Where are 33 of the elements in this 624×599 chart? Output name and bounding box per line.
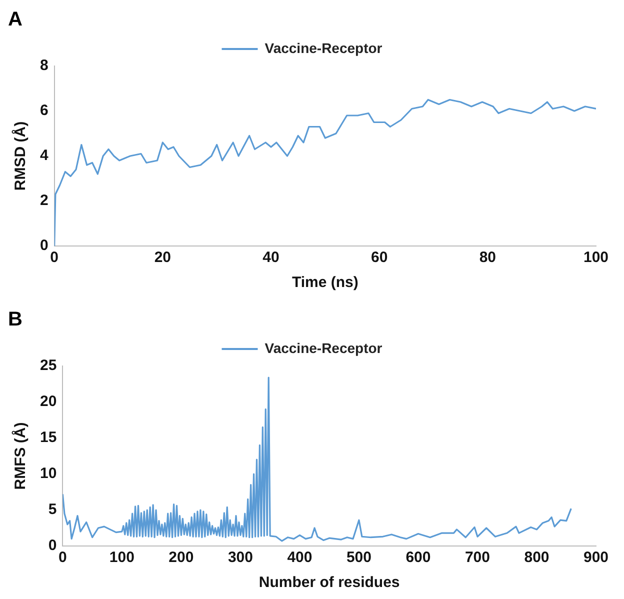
- y-tick-label: 2: [40, 192, 48, 210]
- y-tick-label: 6: [40, 102, 48, 120]
- y-tick-label: 8: [40, 57, 48, 74]
- x-tick-label: 100: [109, 549, 134, 566]
- x-axis-title: Number of residues: [258, 574, 400, 592]
- y-axis-title: RMSD (Å): [11, 121, 30, 191]
- chart-title: B: [8, 308, 22, 331]
- y-tick-label: 0: [40, 237, 48, 254]
- x-tick-label: 400: [287, 549, 312, 566]
- legend-label: Vaccine-Receptor: [264, 340, 383, 356]
- y-tick-label: 0: [48, 537, 57, 554]
- x-tick-label: 500: [346, 549, 372, 566]
- y-tick-label: 5: [48, 501, 57, 518]
- x-tick-label: 40: [262, 249, 280, 266]
- x-axis-title: Time (ns): [292, 274, 358, 292]
- x-tick-label: 800: [524, 549, 550, 566]
- x-tick-label: 900: [583, 549, 609, 566]
- y-tick-label: 20: [40, 393, 57, 410]
- x-tick-label: 300: [228, 549, 253, 566]
- x-tick-label: 600: [406, 549, 431, 566]
- x-tick-label: 80: [479, 249, 496, 266]
- x-tick-label: 700: [464, 549, 490, 566]
- chart-title: A: [8, 8, 22, 31]
- x-tick-label: 60: [370, 249, 388, 266]
- y-tick-label: 25: [40, 357, 57, 374]
- y-tick-label: 10: [40, 465, 57, 482]
- y-axis-title: RMFS (Å): [11, 422, 30, 490]
- x-tick-label: 20: [154, 249, 172, 266]
- x-tick-label: 100: [583, 249, 609, 266]
- y-tick-label: 15: [40, 429, 57, 446]
- y-tick-label: 4: [40, 147, 49, 164]
- legend-label: Vaccine-Receptor: [264, 40, 383, 56]
- x-tick-label: 200: [168, 549, 194, 566]
